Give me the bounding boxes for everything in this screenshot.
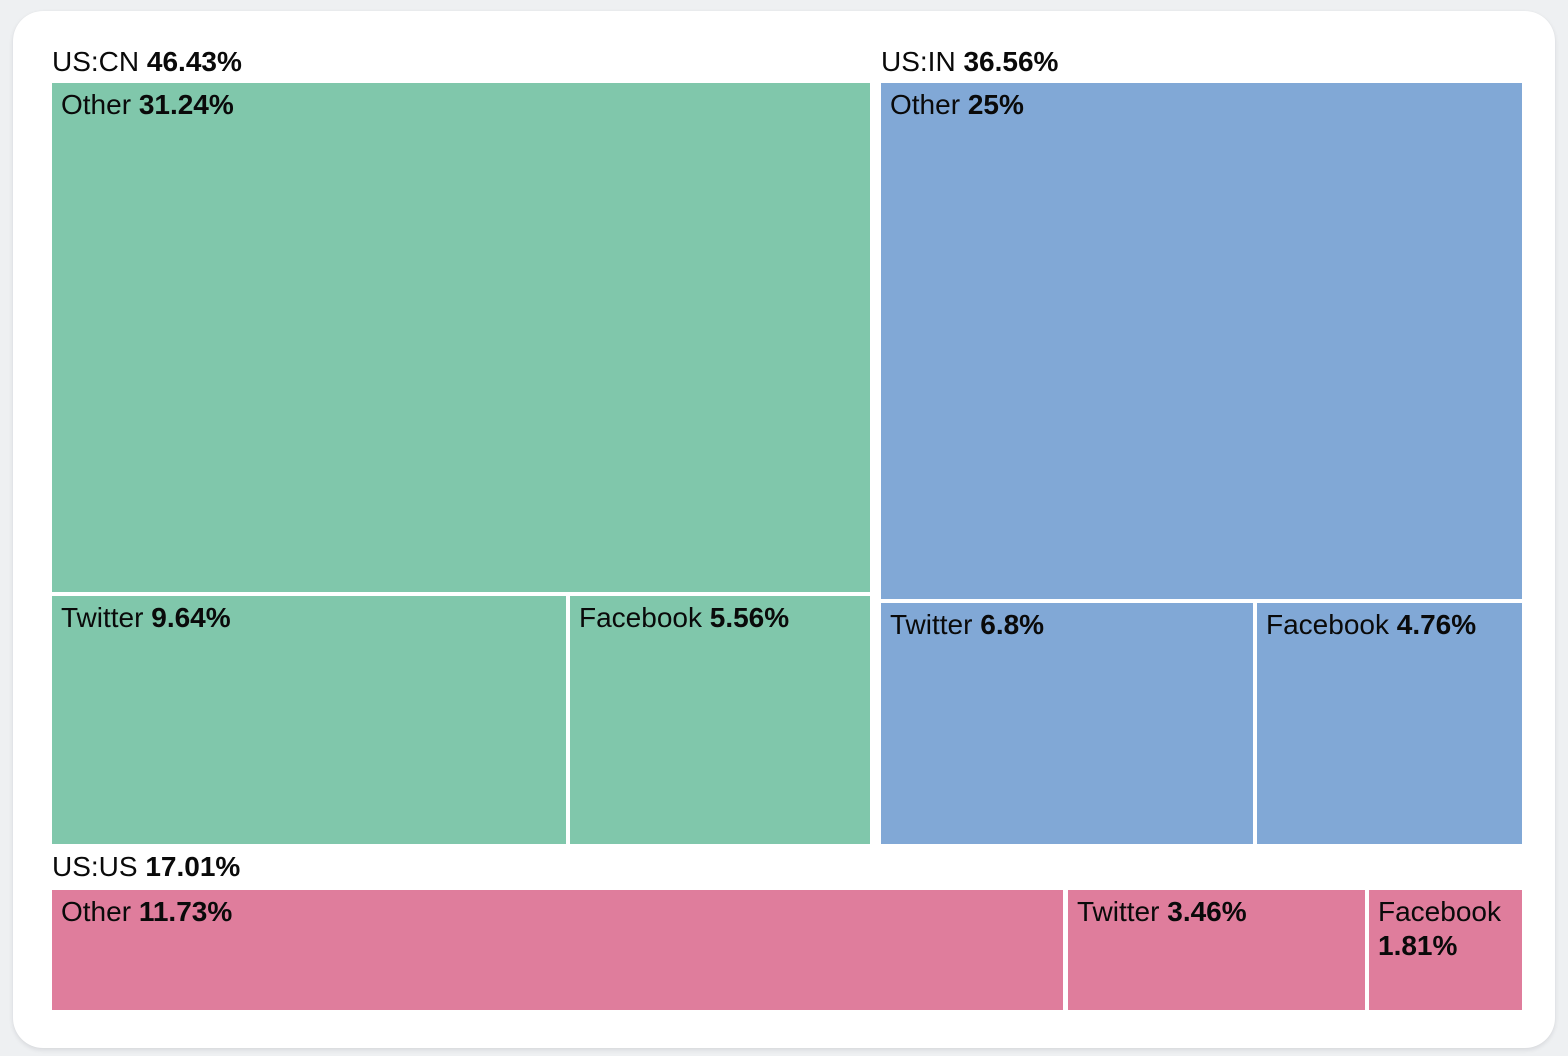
tile-value: 1.81% <box>1378 930 1458 961</box>
treemap-tile-uscn-other[interactable]: Other 31.24% <box>52 83 870 592</box>
tile-label: Twitter 3.46% <box>1077 895 1356 929</box>
tile-value: 31.24% <box>138 89 234 120</box>
tile-name: Twitter <box>61 602 144 633</box>
group-name: US:US <box>52 851 138 882</box>
group-label-uscn: US:CN 46.43% <box>52 45 242 79</box>
treemap-tile-usus-facebook[interactable]: Facebook 1.81% <box>1369 890 1522 1010</box>
tile-value: 3.46% <box>1167 896 1247 927</box>
group-name: US:CN <box>52 46 140 77</box>
tile-name: Facebook <box>1378 896 1501 927</box>
tile-value: 4.76% <box>1396 609 1477 640</box>
tile-label: Other 11.73% <box>61 895 1054 929</box>
tile-name: Twitter <box>1077 896 1160 927</box>
treemap-tile-uscn-twitter[interactable]: Twitter 9.64% <box>52 596 566 844</box>
treemap-tile-usus-twitter[interactable]: Twitter 3.46% <box>1068 890 1365 1010</box>
tile-value: 11.73% <box>138 896 233 927</box>
tile-label: Facebook 1.81% <box>1378 895 1513 963</box>
treemap-tile-usin-facebook[interactable]: Facebook 4.76% <box>1257 603 1522 844</box>
group-value: 17.01% <box>145 851 241 882</box>
tile-value: 5.56% <box>709 602 790 633</box>
tile-name: Other <box>61 89 132 120</box>
treemap-tile-uscn-facebook[interactable]: Facebook 5.56% <box>570 596 870 844</box>
group-label-usin: US:IN 36.56% <box>881 45 1058 79</box>
treemap-tile-usin-twitter[interactable]: Twitter 6.8% <box>881 603 1253 844</box>
group-name: US:IN <box>881 46 956 77</box>
tile-label: Twitter 9.64% <box>61 601 557 635</box>
tile-label: Other 31.24% <box>61 88 861 122</box>
group-value: 36.56% <box>963 46 1059 77</box>
group-value: 46.43% <box>146 46 242 77</box>
tile-label: Facebook 5.56% <box>579 601 861 635</box>
tile-name: Other <box>61 896 132 927</box>
tile-name: Other <box>890 89 961 120</box>
tile-name: Facebook <box>579 602 702 633</box>
treemap-tile-usin-other[interactable]: Other 25% <box>881 83 1522 599</box>
group-label-usus: US:US 17.01% <box>52 850 240 884</box>
tile-label: Twitter 6.8% <box>890 608 1244 642</box>
tile-value: 6.8% <box>980 609 1045 640</box>
tile-value: 25% <box>967 89 1024 120</box>
tile-label: Facebook 4.76% <box>1266 608 1513 642</box>
tile-name: Twitter <box>890 609 973 640</box>
tile-name: Facebook <box>1266 609 1389 640</box>
treemap-tile-usus-other[interactable]: Other 11.73% <box>52 890 1063 1010</box>
tile-value: 9.64% <box>151 602 231 633</box>
tile-label: Other 25% <box>890 88 1513 122</box>
